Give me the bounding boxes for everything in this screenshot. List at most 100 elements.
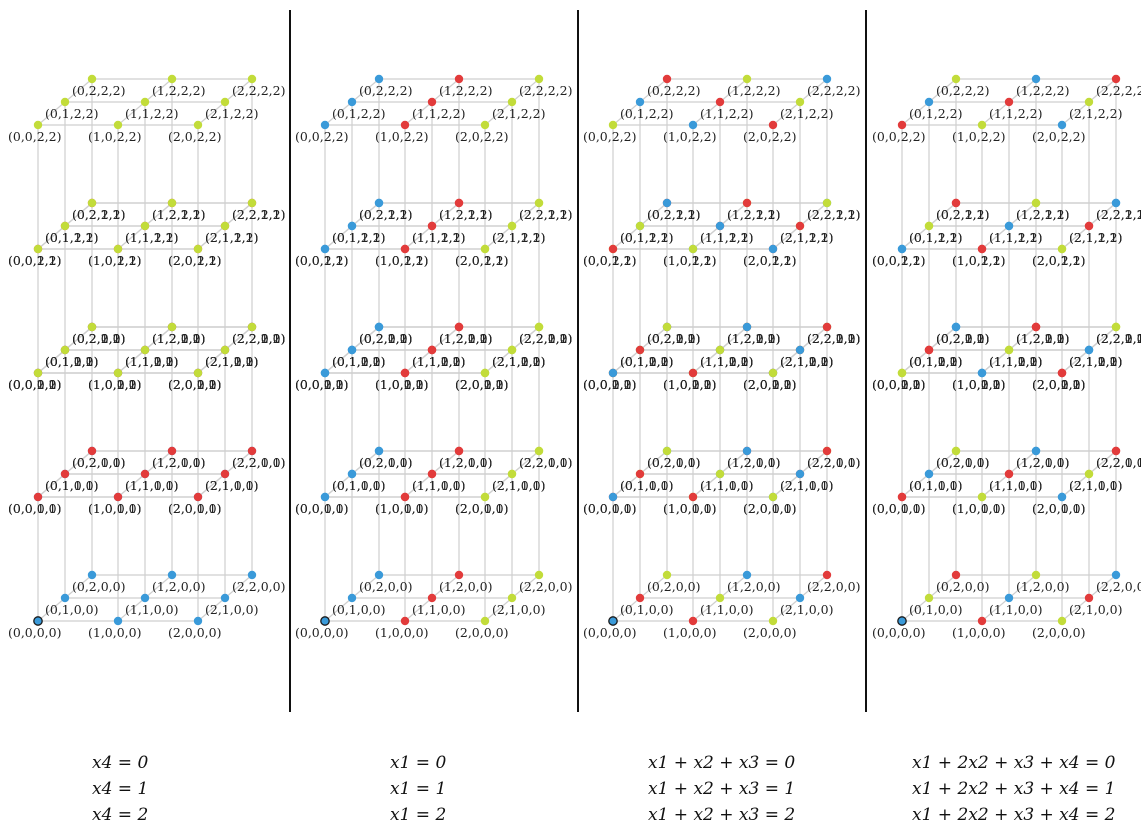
point-label: (1,0,0,1) bbox=[88, 501, 142, 516]
point-label: (2,1,0,0) bbox=[492, 602, 546, 617]
point-label: (0,1,0,1) bbox=[620, 478, 674, 493]
lattice-point-icon bbox=[1111, 570, 1121, 580]
point-label: (1,2,0,1) bbox=[1016, 455, 1070, 470]
point-label: (1,0,0,1) bbox=[375, 501, 429, 516]
lattice-point-icon bbox=[1084, 97, 1094, 107]
point-label: (0,0,2,1) bbox=[872, 253, 926, 268]
point-label: (0,0,2,2) bbox=[8, 129, 62, 144]
lattice-point-icon bbox=[140, 345, 150, 355]
point-label: (1,2,1,0) bbox=[727, 455, 781, 470]
point-label: (1,0,2,1) bbox=[952, 253, 1006, 268]
point-label: (1,1,2,1) bbox=[700, 230, 754, 245]
point-label: (2,1,2,0) bbox=[1069, 354, 1123, 369]
point-label: (1,2,0,0) bbox=[727, 579, 781, 594]
lattice-point-icon bbox=[347, 97, 357, 107]
point-label: (2,0,1,2) bbox=[455, 253, 509, 268]
point-label: (1,1,1,0) bbox=[125, 478, 179, 493]
point-label: (0,0,1,2) bbox=[583, 253, 637, 268]
point-label: (0,1,2,1) bbox=[45, 230, 99, 245]
point-label: (2,0,0,0) bbox=[743, 625, 797, 640]
point-label: (2,0,0,2) bbox=[1032, 377, 1086, 392]
point-label: (0,0,0,1) bbox=[295, 501, 349, 516]
point-label: (0,1,0,1) bbox=[332, 478, 386, 493]
lattice-point-icon bbox=[1031, 322, 1041, 332]
point-label: (0,2,0,2) bbox=[936, 331, 990, 346]
lattice-point-icon bbox=[534, 446, 544, 456]
lattice-point-icon bbox=[822, 198, 832, 208]
point-label: (1,0,1,0) bbox=[88, 501, 142, 516]
point-label: (0,0,2,0) bbox=[295, 377, 349, 392]
point-label: (1,1,2,1) bbox=[989, 230, 1043, 245]
point-label: (0,0,0,1) bbox=[583, 501, 637, 516]
point-label: (2,2,1,0) bbox=[807, 455, 861, 470]
caption-0: x4 = 0 bbox=[92, 753, 149, 773]
lattice-point-icon bbox=[400, 120, 410, 130]
point-label: (0,0,0,1) bbox=[872, 501, 926, 516]
point-label: (2,1,1,1) bbox=[492, 354, 546, 369]
point-label: (2,1,0,1) bbox=[492, 478, 546, 493]
point-label: (2,0,1,0) bbox=[743, 501, 797, 516]
point-label: (0,1,0,2) bbox=[620, 354, 674, 369]
lattice-point-icon bbox=[140, 97, 150, 107]
point-label: (1,0,2,1) bbox=[375, 253, 429, 268]
lattice-point-icon bbox=[193, 616, 203, 626]
point-label: (2,0,0,2) bbox=[168, 377, 222, 392]
point-label: (1,2,0,0) bbox=[1016, 579, 1070, 594]
point-label: (0,2,2,2) bbox=[359, 83, 413, 98]
lattice-point-icon bbox=[320, 492, 330, 502]
point-label: (1,0,0,0) bbox=[952, 625, 1006, 640]
point-label: (0,2,2,1) bbox=[936, 207, 990, 222]
point-label: (0,2,1,2) bbox=[647, 207, 701, 222]
lattice-point-icon bbox=[507, 221, 517, 231]
lattice-point-icon bbox=[87, 446, 97, 456]
point-label: (0,0,0,0) bbox=[295, 625, 349, 640]
point-label: (0,1,1,1) bbox=[45, 354, 99, 369]
lattice-point-icon bbox=[480, 120, 490, 130]
lattice-point-icon bbox=[60, 593, 70, 603]
lattice-point-icon bbox=[768, 616, 778, 626]
point-label: (2,2,0,2) bbox=[232, 331, 286, 346]
point-label: (0,1,0,2) bbox=[332, 354, 386, 369]
lattice-point-icon bbox=[87, 322, 97, 332]
point-label: (0,0,2,1) bbox=[8, 253, 62, 268]
lattice-point-icon bbox=[113, 368, 123, 378]
lattice-point-icon bbox=[534, 322, 544, 332]
point-label: (2,2,0,1) bbox=[519, 455, 573, 470]
lattice-point-icon bbox=[454, 446, 464, 456]
point-label: (0,1,0,2) bbox=[45, 354, 99, 369]
point-label: (0,2,0,0) bbox=[647, 579, 701, 594]
point-label: (2,2,0,0) bbox=[232, 579, 286, 594]
point-label: (0,1,2,0) bbox=[909, 354, 963, 369]
point-label: (0,1,2,2) bbox=[620, 106, 674, 121]
point-label: (2,1,0,2) bbox=[205, 354, 259, 369]
lattice-point-icon bbox=[247, 570, 257, 580]
lattice-point-icon bbox=[60, 221, 70, 231]
lattice-point-icon bbox=[167, 74, 177, 84]
point-label: (0,0,0,0) bbox=[8, 625, 62, 640]
lattice-point-icon bbox=[977, 120, 987, 130]
lattice-point-icon bbox=[1004, 345, 1014, 355]
point-label: (2,2,0,1) bbox=[1096, 455, 1141, 470]
point-label: (2,0,0,1) bbox=[743, 501, 797, 516]
lattice-point-icon bbox=[1084, 469, 1094, 479]
lattice-point-icon bbox=[480, 244, 490, 254]
point-label: (2,1,0,0) bbox=[1069, 602, 1123, 617]
point-label: (2,2,2,1) bbox=[232, 207, 286, 222]
point-label: (2,1,2,1) bbox=[492, 230, 546, 245]
point-label: (2,1,1,0) bbox=[780, 478, 834, 493]
point-label: (2,0,0,1) bbox=[1032, 501, 1086, 516]
lattice-point-icon bbox=[193, 120, 203, 130]
point-label: (2,1,0,2) bbox=[780, 354, 834, 369]
point-label: (1,0,2,0) bbox=[663, 377, 717, 392]
point-label: (2,1,1,0) bbox=[205, 478, 259, 493]
caption-1: x1 = 1 bbox=[390, 779, 447, 799]
lattice-point-icon bbox=[924, 221, 934, 231]
lattice-point-icon bbox=[715, 345, 725, 355]
lattice-point-icon bbox=[60, 97, 70, 107]
lattice-point-icon bbox=[454, 198, 464, 208]
lattice-point-icon bbox=[1084, 345, 1094, 355]
point-label: (1,2,0,0) bbox=[152, 579, 206, 594]
point-label: (2,0,1,0) bbox=[455, 501, 509, 516]
point-label: (1,2,1,2) bbox=[1016, 207, 1070, 222]
